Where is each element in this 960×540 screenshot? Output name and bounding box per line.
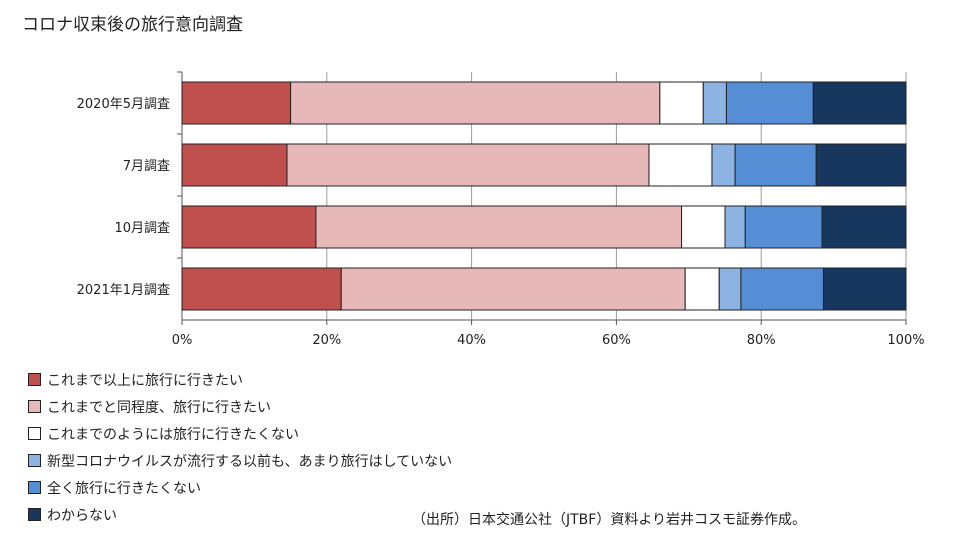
- bar-segment: [821, 205, 907, 249]
- legend-label: わからない: [47, 507, 117, 524]
- x-tick-label: 80%: [747, 333, 776, 348]
- category-label: 2020年5月調査: [77, 97, 170, 112]
- bar-segment: [659, 81, 704, 125]
- bar-segment: [718, 267, 742, 311]
- bar-segment: [648, 143, 713, 187]
- x-tick-label: 20%: [312, 333, 341, 348]
- category-label: 10月調査: [114, 221, 170, 236]
- bar-segment: [315, 205, 683, 249]
- bar-segment: [286, 143, 650, 187]
- bar-segment: [290, 81, 661, 125]
- legend-label: これまでのようには旅行に行きたくない: [47, 426, 299, 443]
- bar-segment: [815, 143, 907, 187]
- legend-item: これまでのようには旅行に行きたくない: [28, 420, 452, 447]
- legend-item: これまで以上に旅行に行きたい: [28, 366, 452, 393]
- bar-segment: [684, 267, 720, 311]
- bar-segment: [181, 267, 342, 311]
- bar-segment: [340, 267, 686, 311]
- legend-swatch: [28, 373, 41, 386]
- legend: これまで以上に旅行に行きたいこれまでと同程度、旅行に行きたいこれまでのようには旅…: [28, 366, 452, 528]
- legend-label: これまでと同程度、旅行に行きたい: [47, 399, 271, 416]
- legend-item: 新型コロナウイルスが流行する以前も、あまり旅行はしていない: [28, 447, 452, 474]
- legend-swatch: [28, 400, 41, 413]
- bar-segment: [711, 143, 736, 187]
- legend-item: わからない: [28, 501, 452, 528]
- bar-segment: [181, 81, 292, 125]
- chart-title: コロナ収束後の旅行意向調査: [22, 15, 243, 35]
- bar-segment: [734, 143, 817, 187]
- category-label: 2021年1月調査: [77, 283, 170, 298]
- bar-segment: [702, 81, 727, 125]
- bar-segment: [744, 205, 823, 249]
- bar-segment: [812, 81, 907, 125]
- legend-label: 全く旅行に行きたくない: [47, 480, 201, 497]
- bar-segment: [681, 205, 726, 249]
- legend-label: 新型コロナウイルスが流行する以前も、あまり旅行はしていない: [47, 453, 453, 470]
- x-tick-label: 60%: [602, 333, 631, 348]
- bar-segment: [822, 267, 907, 311]
- legend-swatch: [28, 427, 41, 440]
- x-tick-label: 0%: [172, 333, 193, 348]
- legend-swatch: [28, 508, 41, 521]
- legend-swatch: [28, 454, 41, 467]
- legend-label: これまで以上に旅行に行きたい: [47, 372, 243, 389]
- bar-segment: [181, 143, 288, 187]
- bar-segment: [740, 267, 824, 311]
- legend-item: これまでと同程度、旅行に行きたい: [28, 393, 452, 420]
- legend-item: 全く旅行に行きたくない: [28, 474, 452, 501]
- bar-segment: [181, 205, 317, 249]
- legend-swatch: [28, 481, 41, 494]
- x-tick-label: 40%: [457, 333, 486, 348]
- category-label: 7月調査: [123, 159, 170, 174]
- source-note: （出所）日本交通公社（JTBF）資料より岩井コスモ証券作成。: [412, 512, 807, 528]
- stacked-bar-chart: 0% 20% 40% 60% 80% 100% 2020年5月調査 7月調査 10月調査 2021…: [77, 71, 925, 348]
- bar-segment: [724, 205, 746, 249]
- x-tick-label: 100%: [887, 333, 924, 348]
- bar-segment: [725, 81, 814, 125]
